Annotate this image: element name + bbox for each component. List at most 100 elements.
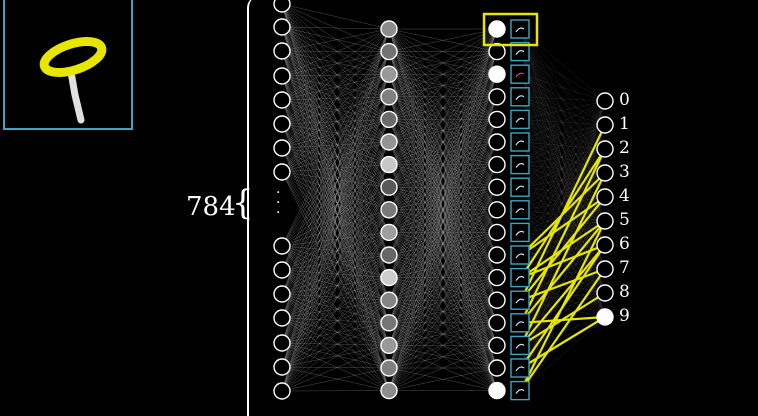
input-neuron: [274, 43, 290, 59]
feature-thumbnail: [511, 201, 529, 219]
input-digit-panel: [3, 0, 133, 130]
hidden2-neuron: [489, 360, 505, 376]
feature-thumbnail: [511, 314, 529, 332]
output-neuron: [597, 237, 613, 253]
hidden2-neuron: [489, 157, 505, 173]
edge: [282, 210, 389, 318]
hidden2-neuron: [489, 337, 505, 353]
hidden1-neuron: [381, 247, 397, 263]
output-label-1: 1: [619, 116, 630, 133]
input-neuron: [274, 92, 290, 108]
input-neuron: [274, 19, 290, 35]
edge: [282, 345, 389, 391]
hidden2-neuron: [489, 247, 505, 263]
input-neuron: [274, 140, 290, 156]
input-neuron: [274, 262, 290, 278]
hidden1-neuron: [381, 292, 397, 308]
input-neuron: [274, 286, 290, 302]
output-label-2: 2: [619, 140, 630, 157]
feature-thumbnail: [511, 291, 529, 309]
feature-thumbnail: [511, 133, 529, 151]
hidden2-neuron: [489, 66, 505, 82]
input-count-label: 784: [186, 192, 236, 222]
feature-thumbnail: [511, 269, 529, 287]
edge: [282, 100, 389, 142]
hidden1-neuron: [381, 270, 397, 286]
hidden2-neuron: [489, 383, 505, 399]
feature-thumbnail: [511, 65, 529, 83]
hidden1-neuron: [381, 44, 397, 60]
input-brace: {: [232, 186, 254, 220]
hidden1-neuron: [381, 89, 397, 105]
input-neuron: [274, 68, 290, 84]
hidden1-neuron: [381, 360, 397, 376]
output-label-0: 0: [619, 92, 630, 109]
edge: [282, 4, 389, 29]
hidden2-neuron: [489, 111, 505, 127]
input-neuron: [274, 359, 290, 375]
edge: [282, 29, 389, 391]
connection-edges: [282, 4, 605, 391]
feature-thumbnail: [511, 20, 529, 38]
output-neuron: [597, 117, 613, 133]
edge: [282, 119, 389, 367]
output-label-4: 4: [619, 188, 630, 205]
input-neuron: [274, 116, 290, 132]
hidden2-neuron: [489, 89, 505, 105]
edge: [282, 232, 389, 391]
feature-thumbnail: [511, 336, 529, 354]
hidden2-neuron: [489, 315, 505, 331]
output-label-5: 5: [619, 212, 630, 229]
edge: [282, 29, 389, 51]
output-label-8: 8: [619, 284, 630, 301]
output-neuron: [597, 93, 613, 109]
input-neuron: [274, 335, 290, 351]
hidden2-neuron: [489, 224, 505, 240]
output-neuron: [597, 213, 613, 229]
edge: [282, 74, 389, 343]
hidden1-neuron: [381, 21, 397, 37]
edge: [282, 51, 389, 165]
edge: [521, 125, 605, 323]
hidden1-neuron: [381, 111, 397, 127]
feature-thumbnail: [511, 382, 529, 400]
hidden1-neuron: [381, 383, 397, 399]
output-label-9: 9: [619, 308, 630, 325]
ellipsis-dots: ···: [276, 188, 280, 218]
hidden2-neuron: [489, 21, 505, 37]
feature-thumbnail: [511, 246, 529, 264]
input-neuron: [274, 238, 290, 254]
hidden1-neuron: [381, 202, 397, 218]
input-neuron: [274, 310, 290, 326]
edge: [282, 51, 389, 97]
edge: [282, 52, 389, 246]
hidden2-neuron: [489, 292, 505, 308]
hidden2-neuron: [489, 202, 505, 218]
hidden2-neuron: [489, 179, 505, 195]
hidden-feature-thumbnails: [511, 20, 529, 400]
output-neuron: [597, 261, 613, 277]
edge: [521, 52, 605, 101]
hidden1-neuron: [381, 179, 397, 195]
hidden1-neuron: [381, 134, 397, 150]
hidden1-neuron: [381, 337, 397, 353]
hidden2-neuron: [489, 134, 505, 150]
output-neuron: [597, 309, 613, 325]
edge: [282, 27, 389, 119]
output-label-3: 3: [619, 164, 630, 181]
output-neuron: [597, 189, 613, 205]
output-neuron: [597, 141, 613, 157]
output-label-6: 6: [619, 236, 630, 253]
feature-thumbnail: [511, 223, 529, 241]
output-neuron: [597, 165, 613, 181]
handwritten-nine-image: [5, 0, 131, 126]
feature-thumbnail: [511, 178, 529, 196]
feature-thumbnail: [511, 359, 529, 377]
feature-thumbnail: [511, 110, 529, 128]
feature-thumbnail: [511, 156, 529, 174]
feature-thumbnail: [511, 88, 529, 106]
hidden1-neuron: [381, 157, 397, 173]
output-neuron: [597, 285, 613, 301]
input-neuron: [274, 164, 290, 180]
edge: [282, 300, 389, 391]
